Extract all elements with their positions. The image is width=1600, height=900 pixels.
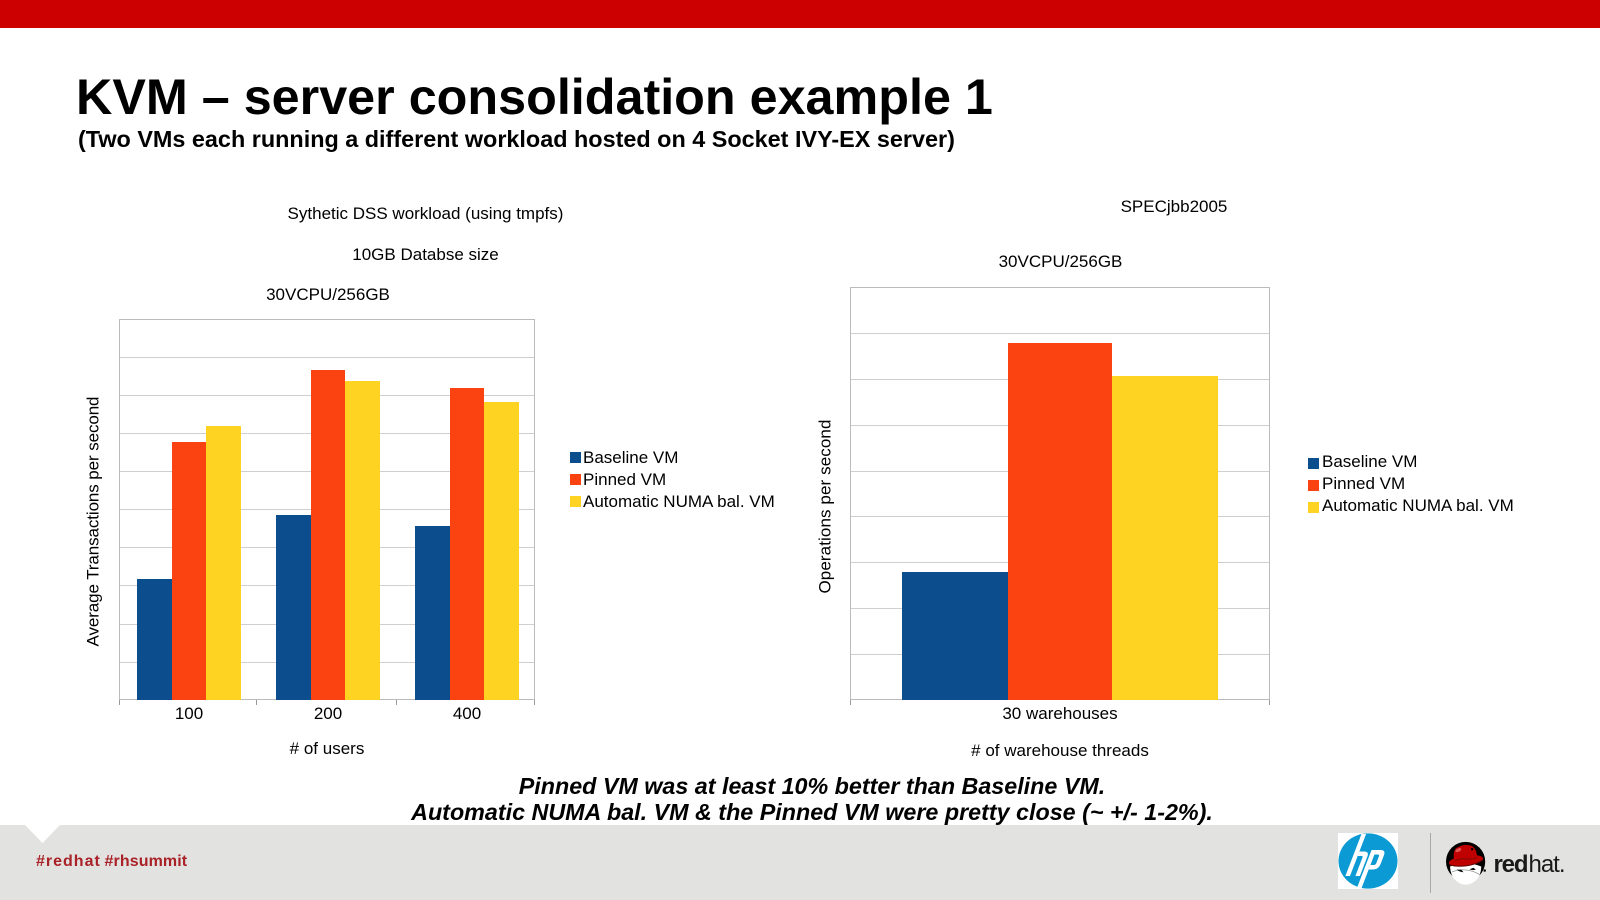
svg-text:red: red: [1494, 851, 1529, 878]
svg-text:hat.: hat.: [1529, 851, 1566, 878]
